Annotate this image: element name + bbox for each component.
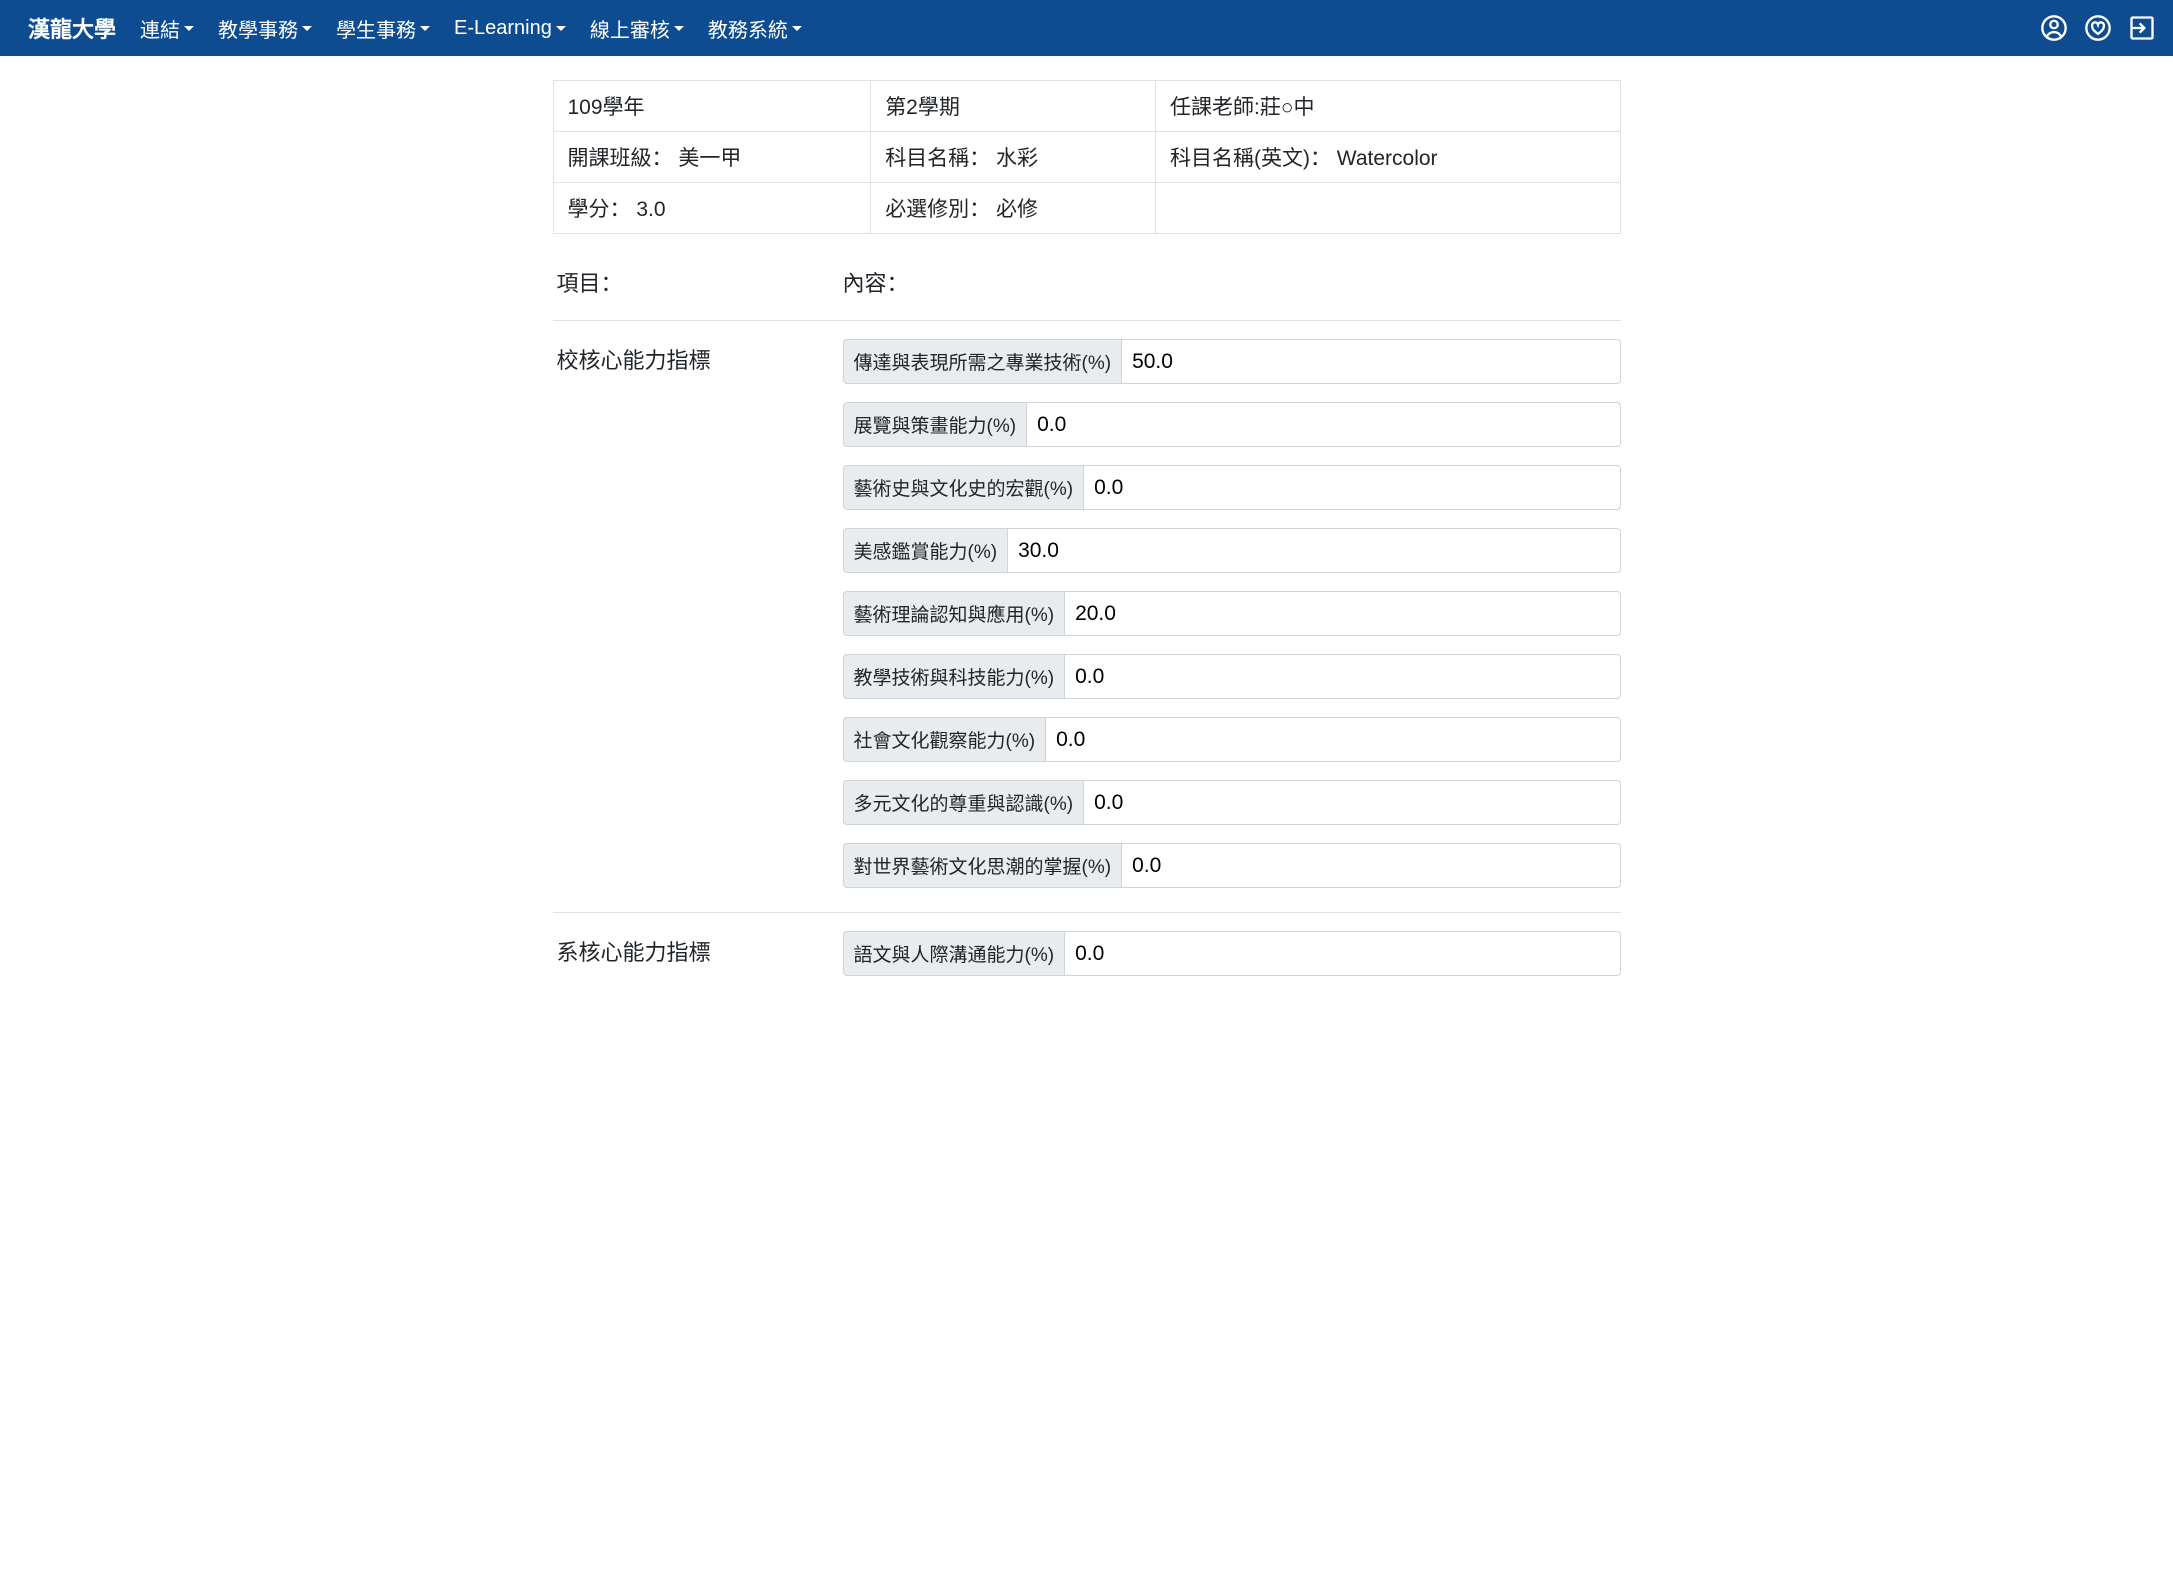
info-credits: 學分： 3.0 [553, 183, 871, 234]
competency-field: 對世界藝術文化思潮的掌握(%) [843, 843, 1621, 888]
navbar-nav: 連結 教學事務 學生事務 E-Learning 線上審核 教務系統 [128, 6, 2039, 51]
section-row: 校核心能力指標傳達與表現所需之專業技術(%) 展覽與策畫能力(%) 藝術史與文化史的… [553, 320, 1621, 906]
percentage-input[interactable] [1007, 528, 1620, 573]
info-semester: 第2學期 [871, 81, 1156, 132]
logout-icon[interactable] [2127, 13, 2157, 43]
field-label: 藝術史與文化史的宏觀(%) [843, 465, 1084, 510]
navbar: 漢龍大學 連結 教學事務 學生事務 E-Learning 線上審核 教務系統 [0, 0, 2173, 56]
percentage-input[interactable] [1083, 465, 1620, 510]
field-label: 展覽與策畫能力(%) [843, 402, 1027, 447]
table-row: 開課班級： 美一甲 科目名稱： 水彩 科目名稱(英文)： Watercolor [553, 132, 1620, 183]
competency-field: 展覽與策畫能力(%) [843, 402, 1621, 447]
chevron-down-icon [792, 26, 802, 31]
chevron-down-icon [556, 26, 566, 31]
info-class: 開課班級： 美一甲 [553, 132, 871, 183]
percentage-input[interactable] [1083, 780, 1620, 825]
percentage-input[interactable] [1026, 402, 1620, 447]
competency-field: 教學技術與科技能力(%) [843, 654, 1621, 699]
percentage-input[interactable] [1121, 339, 1620, 384]
competency-field: 藝術史與文化史的宏觀(%) [843, 465, 1621, 510]
competency-field: 傳達與表現所需之專業技術(%) [843, 339, 1621, 384]
field-label: 藝術理論認知與應用(%) [843, 591, 1065, 636]
competency-field: 社會文化觀察能力(%) [843, 717, 1621, 762]
info-required: 必選修別： 必修 [871, 183, 1156, 234]
nav-item-teaching[interactable]: 教學事務 [206, 6, 324, 51]
navbar-brand[interactable]: 漢龍大學 [16, 4, 128, 52]
section-content: 語文與人際溝通能力(%) [843, 931, 1621, 994]
nav-label: 學生事務 [336, 14, 416, 43]
table-row: 學分： 3.0 必選修別： 必修 [553, 183, 1620, 234]
competency-field: 藝術理論認知與應用(%) [843, 591, 1621, 636]
field-label: 美感鑑賞能力(%) [843, 528, 1008, 573]
info-subject-en: 科目名稱(英文)： Watercolor [1155, 132, 1620, 183]
navbar-icons [2039, 13, 2157, 43]
nav-label: 教學事務 [218, 14, 298, 43]
field-label: 對世界藝術文化思潮的掌握(%) [843, 843, 1122, 888]
section-title: 系核心能力指標 [553, 931, 843, 994]
header-content: 內容： [843, 266, 1621, 298]
header-item: 項目： [553, 266, 843, 298]
info-subject: 科目名稱： 水彩 [871, 132, 1156, 183]
field-label: 傳達與表現所需之專業技術(%) [843, 339, 1122, 384]
column-headers: 項目： 內容： [553, 258, 1621, 314]
field-label: 教學技術與科技能力(%) [843, 654, 1065, 699]
sections-container: 校核心能力指標傳達與表現所需之專業技術(%) 展覽與策畫能力(%) 藝術史與文化史的… [553, 320, 1621, 994]
percentage-input[interactable] [1064, 931, 1620, 976]
chevron-down-icon [302, 26, 312, 31]
percentage-input[interactable] [1121, 843, 1620, 888]
info-empty [1155, 183, 1620, 234]
percentage-input[interactable] [1064, 591, 1620, 636]
nav-label: 連結 [140, 14, 180, 43]
nav-label: 線上審核 [590, 14, 670, 43]
main-container: 109學年 第2學期 任課老師:莊○中 開課班級： 美一甲 科目名稱： 水彩 科… [537, 56, 1637, 1018]
chevron-down-icon [184, 26, 194, 31]
nav-label: 教務系統 [708, 14, 788, 43]
nav-item-academic[interactable]: 教務系統 [696, 6, 814, 51]
field-label: 多元文化的尊重與認識(%) [843, 780, 1084, 825]
info-year: 109學年 [553, 81, 871, 132]
chevron-down-icon [674, 26, 684, 31]
percentage-input[interactable] [1045, 717, 1620, 762]
nav-item-elearning[interactable]: E-Learning [442, 6, 578, 51]
course-info-table: 109學年 第2學期 任課老師:莊○中 開課班級： 美一甲 科目名稱： 水彩 科… [553, 80, 1621, 234]
nav-label: E-Learning [454, 17, 552, 40]
section-row: 系核心能力指標語文與人際溝通能力(%) [553, 912, 1621, 994]
info-teacher: 任課老師:莊○中 [1155, 81, 1620, 132]
chevron-down-icon [420, 26, 430, 31]
section-title: 校核心能力指標 [553, 339, 843, 906]
section-content: 傳達與表現所需之專業技術(%) 展覽與策畫能力(%) 藝術史與文化史的宏觀(%) 美感… [843, 339, 1621, 906]
nav-item-review[interactable]: 線上審核 [578, 6, 696, 51]
nav-item-links[interactable]: 連結 [128, 6, 206, 51]
competency-field: 美感鑑賞能力(%) [843, 528, 1621, 573]
field-label: 社會文化觀察能力(%) [843, 717, 1046, 762]
user-icon[interactable] [2039, 13, 2069, 43]
field-label: 語文與人際溝通能力(%) [843, 931, 1065, 976]
heart-icon[interactable] [2083, 13, 2113, 43]
percentage-input[interactable] [1064, 654, 1620, 699]
table-row: 109學年 第2學期 任課老師:莊○中 [553, 81, 1620, 132]
competency-field: 語文與人際溝通能力(%) [843, 931, 1621, 976]
nav-item-student[interactable]: 學生事務 [324, 6, 442, 51]
competency-field: 多元文化的尊重與認識(%) [843, 780, 1621, 825]
